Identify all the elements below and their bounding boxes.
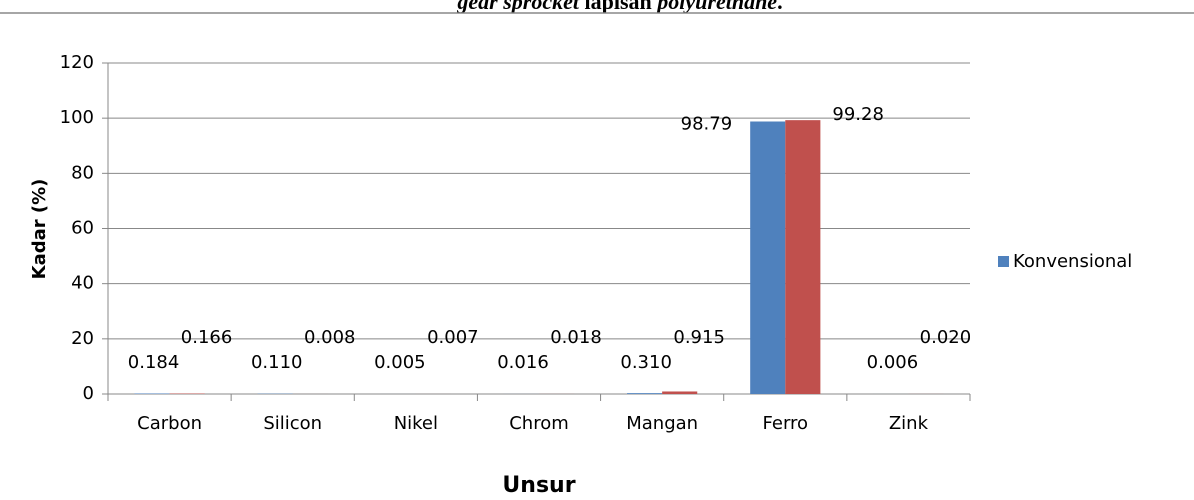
bar — [785, 120, 821, 395]
caption-part: . — [777, 0, 783, 14]
x-tick-label: Silicon — [263, 413, 322, 434]
bar — [750, 121, 786, 395]
y-axis-title: Kadar (%) — [29, 179, 50, 280]
data-label: 0.110 — [251, 352, 303, 373]
x-tick-label: Chrom — [509, 413, 569, 434]
data-label: 0.006 — [867, 352, 919, 373]
data-label: 0.915 — [673, 327, 725, 348]
caption-part: lapisan — [585, 0, 652, 14]
caption: gear sprocket lapisan polyurethane. — [456, 0, 782, 14]
y-tick-label: 20 — [71, 328, 94, 349]
data-label: 99.28 — [832, 104, 884, 125]
legend-swatch — [998, 256, 1009, 267]
x-tick-label: Nikel — [394, 413, 438, 434]
data-label: 0.018 — [550, 327, 602, 348]
data-label: 0.166 — [181, 327, 233, 348]
x-tick-label: Mangan — [626, 413, 698, 434]
x-tick-label: Carbon — [137, 413, 202, 434]
y-tick-label: 120 — [60, 52, 94, 73]
caption-part: gear sprocket — [456, 0, 579, 14]
bar — [134, 393, 170, 394]
x-tick-label: Ferro — [763, 413, 809, 434]
data-label: 0.008 — [304, 327, 356, 348]
data-label: 0.016 — [497, 352, 549, 373]
x-tick-label: Zink — [889, 413, 929, 434]
bar — [662, 391, 698, 394]
y-tick-label: 60 — [71, 218, 94, 239]
data-label: 0.020 — [920, 327, 972, 348]
data-label: 98.79 — [681, 114, 733, 135]
data-label: 0.184 — [128, 352, 180, 373]
y-tick-label: 40 — [71, 273, 94, 294]
x-axis-title: Unsur — [502, 473, 575, 498]
y-tick-label: 80 — [71, 162, 94, 183]
y-tick-label: 0 — [83, 383, 94, 404]
bar — [627, 393, 663, 394]
data-label: 0.005 — [374, 352, 426, 373]
data-label: 0.310 — [620, 352, 672, 373]
data-label: 0.007 — [427, 327, 479, 348]
legend-label: Konvensional — [1013, 251, 1132, 272]
caption-part: polyurethane — [655, 0, 777, 14]
y-tick-label: 100 — [60, 107, 94, 128]
